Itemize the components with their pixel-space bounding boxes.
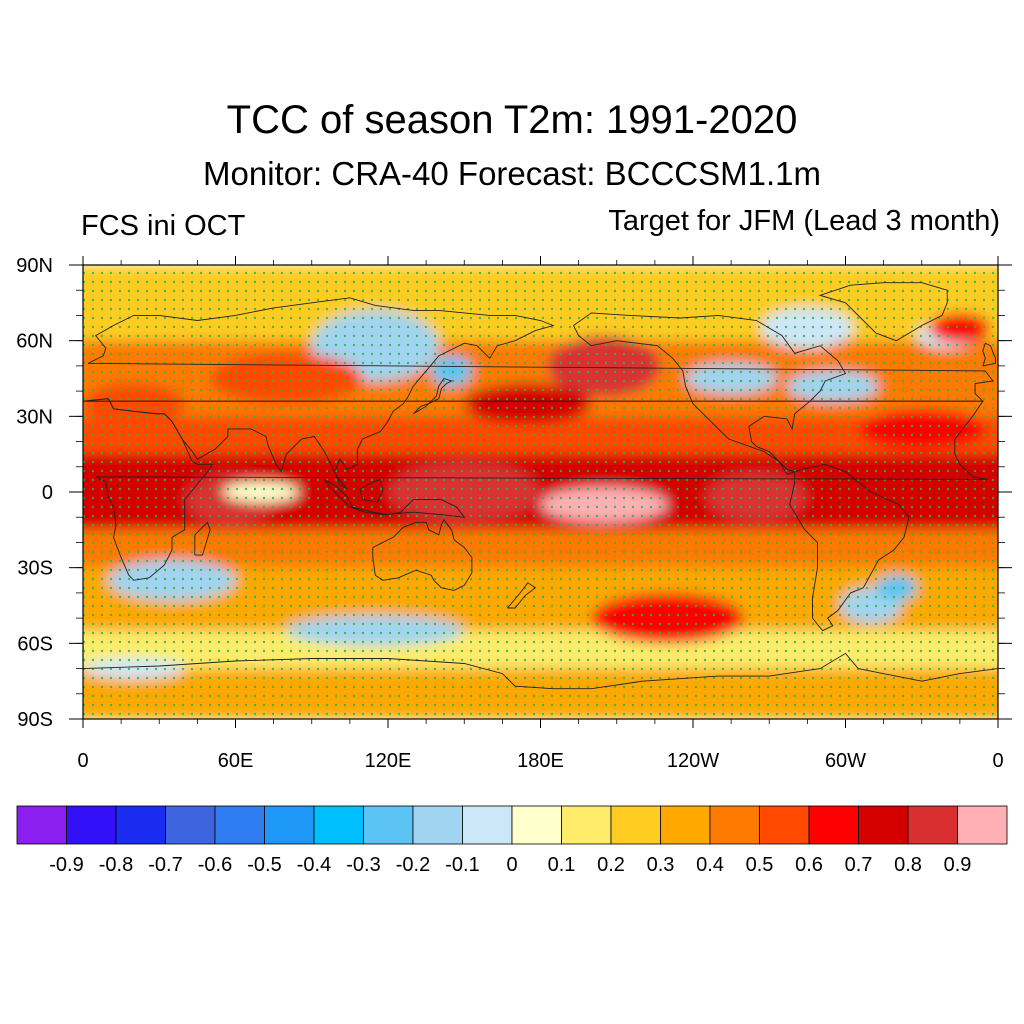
- colorbar-label: 0.5: [746, 854, 774, 876]
- colorbar-swatch: [165, 805, 216, 845]
- colorbar-label: 0.4: [696, 854, 724, 876]
- coastline-australia: [372, 518, 473, 591]
- y-tick-label: 0: [42, 482, 53, 504]
- colorbar-label: -0.7: [148, 854, 182, 876]
- colorbar-swatch: [808, 805, 859, 845]
- x-tick-label: 120E: [365, 750, 412, 772]
- colorbar-label: -0.9: [49, 854, 83, 876]
- y-tick-label: 60N: [16, 331, 53, 353]
- colorbar-swatch: [511, 805, 562, 845]
- significance-stipple: [83, 265, 998, 719]
- y-tick-label: 30N: [16, 406, 53, 428]
- x-tick-label: 120W: [667, 750, 719, 772]
- colorbar-swatch: [66, 805, 117, 845]
- y-tick-label: 90S: [17, 709, 53, 731]
- coastline-americas: [573, 312, 910, 632]
- colorbar-swatch: [660, 805, 711, 845]
- colorbar-label: 0.8: [894, 854, 922, 876]
- colorbar-swatch: [214, 805, 265, 845]
- coastline-africa-eurasia: [83, 297, 994, 490]
- colorbar-swatch: [957, 805, 1008, 845]
- colorbar-label: 0.3: [647, 854, 675, 876]
- x-tick-label: 60W: [825, 750, 866, 772]
- chart-subtitle: Monitor: CRA-40 Forecast: BCCCSM1.1m: [203, 155, 821, 192]
- coastline-new-zealand: [507, 582, 537, 609]
- colorbar-label: 0: [506, 854, 517, 876]
- colorbar-label: -0.3: [346, 854, 380, 876]
- y-tick-label: 60S: [17, 633, 53, 655]
- stipple-fill: [83, 265, 998, 719]
- colorbar-label: -0.1: [445, 854, 479, 876]
- colorbar-swatch: [313, 805, 364, 845]
- coastlines: [83, 282, 998, 690]
- axis-ticks: 0 60E 120E 180E 120W 60W 0 90N 60N 30N 0 30S 60S 90S: [16, 255, 1012, 772]
- colorbar-swatch: [363, 805, 414, 845]
- coastline-indonesia: [324, 479, 466, 518]
- colorbar-label: -0.5: [247, 854, 281, 876]
- colorbar-label: 0.9: [944, 854, 972, 876]
- coastline-africa: [83, 398, 988, 581]
- y-tick-label: 90N: [16, 255, 53, 277]
- colorbar-swatch: [561, 805, 612, 845]
- colorbar-label: -0.4: [297, 854, 331, 876]
- x-tick-label: 60E: [218, 750, 254, 772]
- colorbar-swatch: [858, 805, 909, 845]
- colorbar-swatch: [16, 805, 67, 845]
- colorbar-swatch: [759, 805, 810, 845]
- colorbar-swatch: [610, 805, 661, 845]
- colorbar-label: -0.2: [396, 854, 430, 876]
- coastline-greenland: [818, 282, 948, 342]
- x-tick-label: 0: [992, 750, 1003, 772]
- colorbar-label: -0.8: [99, 854, 133, 876]
- coastline-antarctica: [83, 652, 998, 690]
- x-tick-label: 180E: [517, 750, 564, 772]
- colorbar-swatch: [709, 805, 760, 845]
- colorbar-label: 0.2: [597, 854, 625, 876]
- colorbar-swatch: [462, 805, 513, 845]
- coastline-uk: [982, 342, 996, 367]
- target-season-label: Target for JFM (Lead 3 month): [608, 205, 1000, 237]
- init-month-label: FCS ini OCT: [81, 210, 246, 242]
- colorbar-label: 0.7: [845, 854, 873, 876]
- colorbar-swatch: [907, 805, 958, 845]
- y-tick-label: 30S: [17, 558, 53, 580]
- coastline-borneo: [359, 478, 384, 503]
- coastline-madagascar: [194, 521, 211, 556]
- x-tick-label: 0: [77, 750, 88, 772]
- colorbar-label: 0.1: [548, 854, 576, 876]
- colorbar: -0.9 -0.8 -0.7 -0.6 -0.5 -0.4 -0.3 -0.2 -0.1 0 0.1…: [16, 805, 1008, 876]
- colorbar-swatch: [264, 805, 315, 845]
- coastline-japan: [413, 377, 453, 415]
- colorbar-label: -0.6: [198, 854, 232, 876]
- colorbar-swatch: [115, 805, 166, 845]
- chart-title: TCC of season T2m: 1991-2020: [226, 98, 798, 142]
- colorbar-swatch: [412, 805, 463, 845]
- colorbar-label: 0.6: [795, 854, 823, 876]
